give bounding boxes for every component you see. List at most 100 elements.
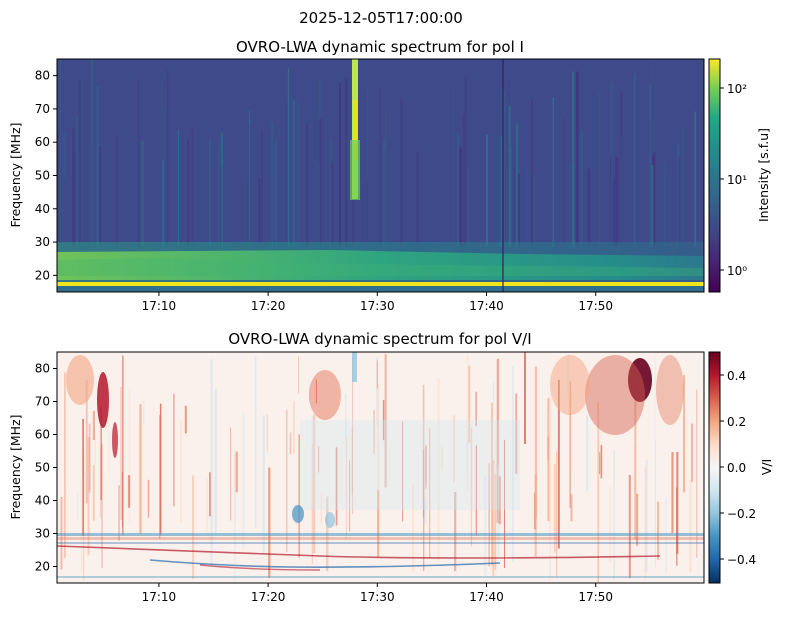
spectral-streak [649,82,652,248]
spectral-streak [167,68,169,248]
spectral-streak [518,173,520,247]
spectral-streak [382,141,386,247]
x-tick-label: 17:10 [142,299,177,313]
spectral-streak [621,136,623,247]
polarization-streak [293,401,295,454]
polarization-streak [92,410,95,441]
y-tick-label: 60 [35,135,50,149]
spectral-streak [580,130,583,247]
polarization-streak [384,354,387,488]
x-tick-label: 17:50 [578,590,613,604]
polarization-streak [377,383,380,537]
spectral-streak [452,86,455,247]
polarization-streak [377,490,380,557]
polarization-streak [534,366,537,519]
spectral-streak [275,140,278,247]
polarization-streak [376,360,379,389]
spectral-streak [367,178,368,247]
polarization-streak [289,432,292,455]
spectral-streak [249,124,251,247]
polarization-streak [159,403,162,535]
spectral-streak [244,178,246,247]
bottom-y-axis: 20 30 40 50 60 70 80 [35,362,57,574]
polarization-streak [351,427,353,495]
spectral-streak [508,105,511,247]
top-y-axis: 20 30 40 50 60 70 80 [35,69,57,282]
y-tick-label: 70 [35,395,50,409]
spectral-streak [570,158,572,247]
top-colorbar-tick-label: 10² [727,82,747,96]
spectral-streak [58,133,60,247]
bottom-colorbar-tick-label: −0.2 [727,507,756,521]
y-tick-label: 80 [35,362,50,376]
spectral-streak [527,164,529,247]
y-tick-label: 30 [35,527,50,541]
spectral-streak [517,118,519,247]
polarization-streak [494,474,497,570]
polarization-streak [557,379,560,549]
polarization-streak [515,393,518,474]
polarization-streak [210,359,213,567]
spectral-streak [221,132,223,247]
spectral-streak [651,165,654,247]
spectral-streak [306,123,309,247]
spectral-streak [80,75,82,247]
spectral-streak [467,169,469,247]
polarization-streak [373,410,375,454]
polarization-streak [349,460,351,532]
polarization-streak [547,436,549,461]
bottom-colorbar-label: V/I [759,459,774,475]
spectral-streak [287,68,290,247]
polarization-streak [634,385,637,540]
spectral-streak [616,157,619,247]
polarization-streak [143,400,145,424]
spectral-streak [261,131,263,247]
spectral-streak [383,149,386,247]
polarization-streak [234,453,236,525]
polarization-streak [412,483,414,572]
polarization-streak [466,354,469,491]
spectral-streak [610,81,613,247]
spectral-streak [498,135,501,247]
polarization-streak [570,494,573,522]
polarization-streak [676,487,678,566]
polarization-streak [488,463,490,567]
polarization-streak [453,415,455,483]
top-colorbar-tick-label: 10¹ [727,173,747,187]
polarization-streak [335,447,338,526]
bottom-colorbar-tick-label: 0.4 [727,369,746,383]
polarization-streak [437,378,440,562]
spectral-streak [72,128,75,247]
spectral-streak [663,163,667,247]
spectral-streak [331,163,334,247]
spectral-streak [547,92,549,247]
x-tick-label: 17:10 [142,590,177,604]
polarization-streak [129,388,131,525]
polarization-streak [120,387,122,521]
polarization-streak [64,372,66,558]
top-heatmap [57,59,704,292]
polarization-streak [569,381,571,508]
bottom-colorbar-tick-label: 0.2 [727,415,746,429]
spectral-streak [510,147,512,247]
polarization-streak [94,429,96,466]
polarization-streak [496,358,500,523]
bottom-colorbar [708,351,721,584]
polarization-streak [266,414,269,452]
spectral-streak [694,111,697,247]
polarization-streak [689,478,692,573]
polarization-streak [423,449,425,571]
y-tick-label: 40 [35,202,50,216]
top-colorbar-tick-label: 10⁰ [727,264,747,278]
polarization-streak [512,366,514,562]
polarization-streak [691,423,693,483]
spectral-streak [76,115,78,248]
polarization-streak [429,428,431,558]
polarization-streak [268,467,271,578]
spectral-streak [610,156,612,247]
spectral-streak [668,173,670,247]
polarization-streak [85,379,88,504]
polarization-streak [424,498,427,524]
x-tick-label: 17:50 [578,299,613,313]
spectral-streak [78,79,81,247]
